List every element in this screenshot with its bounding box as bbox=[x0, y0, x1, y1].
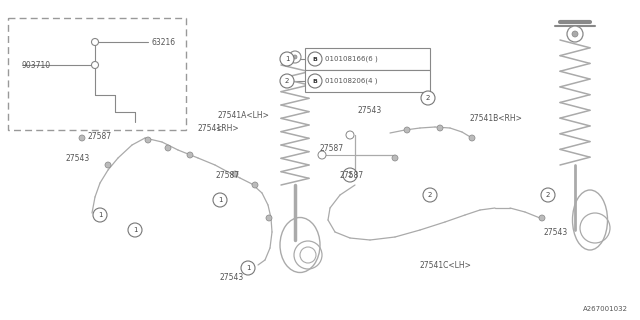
Circle shape bbox=[469, 135, 475, 141]
Circle shape bbox=[266, 215, 272, 221]
Text: 010108206(4 ): 010108206(4 ) bbox=[325, 78, 378, 84]
Text: 903710: 903710 bbox=[22, 60, 51, 69]
Circle shape bbox=[541, 188, 555, 202]
Circle shape bbox=[92, 61, 99, 68]
Circle shape bbox=[79, 135, 85, 141]
Text: 1: 1 bbox=[98, 212, 102, 218]
Circle shape bbox=[105, 162, 111, 168]
Text: B: B bbox=[312, 57, 317, 61]
Text: <RH>: <RH> bbox=[215, 124, 239, 132]
Circle shape bbox=[318, 151, 326, 159]
Circle shape bbox=[187, 152, 193, 158]
Circle shape bbox=[165, 145, 171, 151]
Circle shape bbox=[308, 74, 322, 88]
Circle shape bbox=[232, 171, 238, 177]
Text: 27541B<RH>: 27541B<RH> bbox=[470, 114, 523, 123]
Text: 27587: 27587 bbox=[340, 171, 364, 180]
Circle shape bbox=[280, 74, 294, 88]
Circle shape bbox=[567, 26, 583, 42]
Text: 2: 2 bbox=[546, 192, 550, 198]
Circle shape bbox=[404, 127, 410, 133]
Text: 1: 1 bbox=[246, 265, 250, 271]
Text: 27587: 27587 bbox=[87, 132, 111, 140]
Circle shape bbox=[343, 168, 357, 182]
Text: 27543: 27543 bbox=[65, 154, 89, 163]
Text: 010108166(6 ): 010108166(6 ) bbox=[325, 56, 378, 62]
Circle shape bbox=[308, 52, 322, 66]
Text: 63216: 63216 bbox=[152, 37, 176, 46]
Bar bbox=[305, 70, 430, 92]
Text: 27543: 27543 bbox=[220, 274, 244, 283]
Circle shape bbox=[392, 155, 398, 161]
Circle shape bbox=[572, 31, 578, 37]
Text: 2: 2 bbox=[426, 95, 430, 101]
Circle shape bbox=[421, 91, 435, 105]
Circle shape bbox=[289, 51, 301, 63]
Text: 27541: 27541 bbox=[198, 124, 222, 132]
Text: 27587: 27587 bbox=[215, 171, 239, 180]
Text: 2: 2 bbox=[285, 78, 289, 84]
Text: 2: 2 bbox=[348, 172, 352, 178]
Text: 1: 1 bbox=[132, 227, 137, 233]
Text: 27541A<LH>: 27541A<LH> bbox=[218, 110, 270, 119]
Circle shape bbox=[92, 38, 99, 45]
Circle shape bbox=[539, 215, 545, 221]
Circle shape bbox=[437, 125, 443, 131]
Text: 27543: 27543 bbox=[358, 106, 382, 115]
Circle shape bbox=[145, 137, 151, 143]
Circle shape bbox=[346, 131, 354, 139]
Text: 27587: 27587 bbox=[320, 143, 344, 153]
Circle shape bbox=[213, 193, 227, 207]
Text: 1: 1 bbox=[218, 197, 222, 203]
Circle shape bbox=[280, 52, 294, 66]
Text: 27541C<LH>: 27541C<LH> bbox=[420, 260, 472, 269]
Circle shape bbox=[252, 182, 258, 188]
Circle shape bbox=[423, 188, 437, 202]
Circle shape bbox=[293, 55, 297, 59]
Text: A267001032: A267001032 bbox=[583, 306, 628, 312]
Circle shape bbox=[128, 223, 142, 237]
Circle shape bbox=[241, 261, 255, 275]
Bar bbox=[8, 18, 186, 130]
Text: 27543: 27543 bbox=[543, 228, 567, 236]
Text: 2: 2 bbox=[428, 192, 432, 198]
Text: B: B bbox=[312, 78, 317, 84]
Circle shape bbox=[93, 208, 107, 222]
Text: 1: 1 bbox=[285, 56, 289, 62]
Bar bbox=[305, 48, 430, 70]
